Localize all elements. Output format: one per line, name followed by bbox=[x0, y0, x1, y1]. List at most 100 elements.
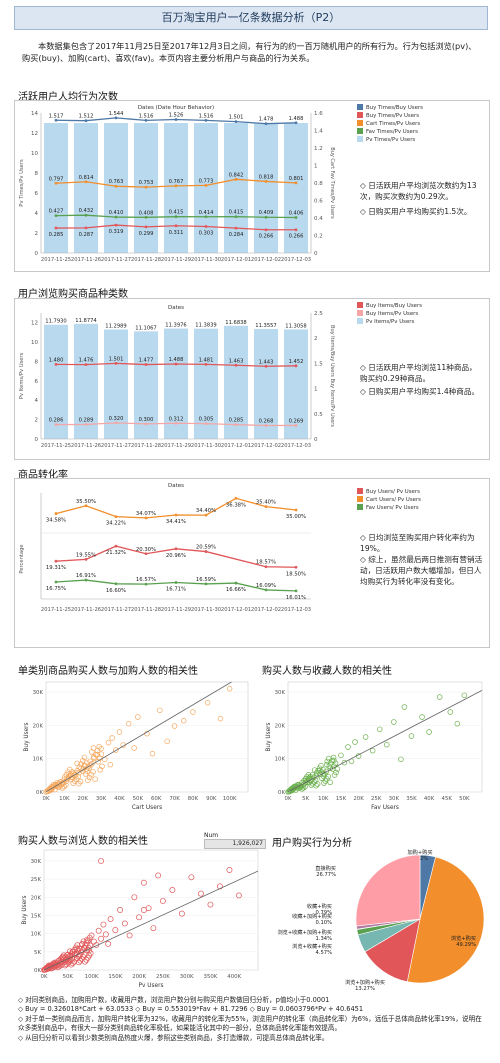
chart-title: Dates (Date Hour Behavior) bbox=[138, 105, 214, 111]
x-tick-4: 40K bbox=[114, 796, 125, 802]
y-tick-4: 8 bbox=[35, 171, 39, 177]
x-tick-8: 2017-12-03 bbox=[281, 257, 311, 263]
scatter-cluster-point-59 bbox=[325, 773, 332, 780]
x-tick-6: 30K bbox=[389, 796, 400, 802]
scatter-cluster-point-56 bbox=[83, 759, 90, 766]
bar-7 bbox=[254, 328, 278, 439]
chart-item-categories: Dates 11.7930 11.8774 11.2989 11.1067 11.3976… bbox=[19, 302, 422, 449]
series-0-point-1 bbox=[84, 363, 88, 367]
y-axis-label: Percentage bbox=[19, 544, 25, 573]
section-title-buy-behavior: 用户购买行为分析 bbox=[272, 838, 352, 849]
x-tick-10: 100K bbox=[223, 796, 237, 802]
series-0-point-3 bbox=[144, 552, 148, 556]
y2-tick-1: 0.5 bbox=[314, 412, 323, 418]
scatter-point-32 bbox=[113, 747, 119, 753]
scatter-cluster-point-60 bbox=[294, 781, 301, 788]
x-tick-7: 2017-12-02 bbox=[251, 607, 281, 613]
chart-conversion-rate: Dates Percentage 34.58% 35.50% 34.22% 34.07% 3… bbox=[19, 483, 421, 613]
series-2-label-1: 0.814 bbox=[79, 175, 95, 181]
series-1-label-2: 0.320 bbox=[109, 416, 124, 422]
scatter-point-19 bbox=[331, 757, 337, 764]
series-1-label-5: 0.305 bbox=[199, 417, 214, 423]
series-2-point-0 bbox=[54, 580, 58, 584]
y-tick-0: 0K bbox=[34, 968, 41, 974]
scatter-cluster-point-8 bbox=[97, 766, 104, 773]
series-1-label-3: 0.299 bbox=[139, 231, 154, 237]
y-tick-7: 14 bbox=[31, 111, 38, 117]
trend-line bbox=[43, 870, 259, 971]
scatter-point-46 bbox=[217, 715, 224, 722]
scatter-point-37 bbox=[436, 694, 443, 700]
scatter-cluster-point-36 bbox=[300, 785, 307, 791]
series-1-label-0: 0.286 bbox=[49, 418, 64, 424]
scatter-cluster-point-77 bbox=[64, 952, 71, 959]
scatter-point-47 bbox=[98, 857, 105, 864]
series-1-point-3 bbox=[144, 516, 148, 520]
scatter-point-24 bbox=[100, 921, 107, 928]
y2-tick-5: 1 bbox=[314, 164, 318, 170]
y2-tick-3: 1.5 bbox=[314, 361, 323, 367]
series-1-point-1 bbox=[84, 423, 88, 426]
x-tick-1: 5K bbox=[302, 796, 309, 802]
scatter-point-22 bbox=[341, 759, 348, 766]
legend-label-0: Buy Users/ Pv Users bbox=[366, 489, 420, 495]
series-0-point-8 bbox=[294, 565, 298, 569]
scatter-cluster-point-27 bbox=[333, 769, 339, 776]
scatter-point-44 bbox=[190, 709, 196, 715]
series-3-point-7 bbox=[264, 215, 268, 219]
section-title-conversion: 商品转化率 bbox=[18, 470, 68, 481]
bar-label-8: 11.3058 bbox=[285, 323, 306, 329]
x-axis-label: Pv Users bbox=[138, 983, 163, 989]
series-2-label-1: 16.91% bbox=[76, 573, 96, 579]
legend-swatch-2 bbox=[357, 318, 363, 324]
x-tick-7: 2017-12-02 bbox=[251, 443, 281, 449]
series-3-label-1: 0.432 bbox=[79, 208, 94, 214]
scatter-point-40 bbox=[461, 692, 468, 699]
series-1-label-2: 0.319 bbox=[109, 229, 124, 235]
legend-label-3: Fav Times/Pv Users bbox=[366, 129, 418, 135]
scatter-cluster-point-72 bbox=[71, 958, 78, 965]
series-2-point-3 bbox=[144, 582, 148, 586]
series-2-point-2 bbox=[114, 184, 118, 188]
x-tick-2: 10K bbox=[318, 796, 329, 802]
scatter-point-40 bbox=[157, 707, 163, 714]
scatter-cluster-point-64 bbox=[81, 754, 88, 761]
scatter-cluster-point-54 bbox=[98, 751, 105, 757]
scatter-point-46 bbox=[236, 892, 242, 899]
x-tick-3: 2017-11-28 bbox=[131, 443, 161, 449]
x-tick-3: 2017-11-28 bbox=[131, 607, 161, 613]
series-0-point-8 bbox=[294, 364, 298, 368]
series-0-point-1 bbox=[84, 557, 88, 561]
y-tick-4: 8 bbox=[35, 359, 39, 365]
chart-title: Dates bbox=[168, 483, 184, 489]
scatter-cluster-point-61 bbox=[312, 777, 319, 784]
x-tick-1: 2017-11-26 bbox=[71, 443, 101, 449]
series-1-point-8 bbox=[294, 424, 298, 427]
scatter-cluster-point-29 bbox=[84, 768, 91, 774]
series-1-point-0 bbox=[54, 512, 58, 515]
legend-label-2: Cart Times/Pv Users bbox=[366, 121, 420, 127]
series-1-label-3: 0.300 bbox=[139, 417, 154, 423]
y2-axis-label: Buy Items/Buy Users Buy Items/Pv Users bbox=[329, 325, 335, 427]
scatter-point-27 bbox=[362, 734, 369, 740]
x-tick-6: 60K bbox=[151, 796, 162, 802]
scatter-point-33 bbox=[401, 704, 408, 710]
footer-line-1: ◇ 对同类别商品，加购用户数，收藏用户数，浏览用户数分别与购买用户数做回归分析，… bbox=[18, 996, 330, 1004]
series-0-point-5 bbox=[204, 362, 208, 366]
y-tick-5: 10 bbox=[31, 151, 38, 157]
scatter-cluster-point-89 bbox=[84, 954, 91, 961]
series-0-label-5: 1.481 bbox=[199, 357, 214, 363]
section-title-item-categories: 用户浏览购买商品种类数 bbox=[18, 289, 128, 300]
y2-tick-0: 0 bbox=[314, 437, 318, 443]
series-0-point-5 bbox=[204, 118, 208, 122]
x-tick-5: 50K bbox=[133, 796, 144, 802]
scatter-cluster-point-88 bbox=[67, 952, 74, 959]
scatter-cluster-point-55 bbox=[302, 783, 308, 790]
bar-3 bbox=[134, 331, 158, 439]
series-1-point-8 bbox=[294, 228, 298, 232]
series-0-label-1: 19.55% bbox=[76, 552, 96, 558]
series-3-point-5 bbox=[204, 215, 208, 219]
scatter-point-22 bbox=[95, 927, 102, 934]
pie-value-3: 4.57% bbox=[316, 950, 333, 956]
scatter-point-37 bbox=[155, 872, 162, 879]
